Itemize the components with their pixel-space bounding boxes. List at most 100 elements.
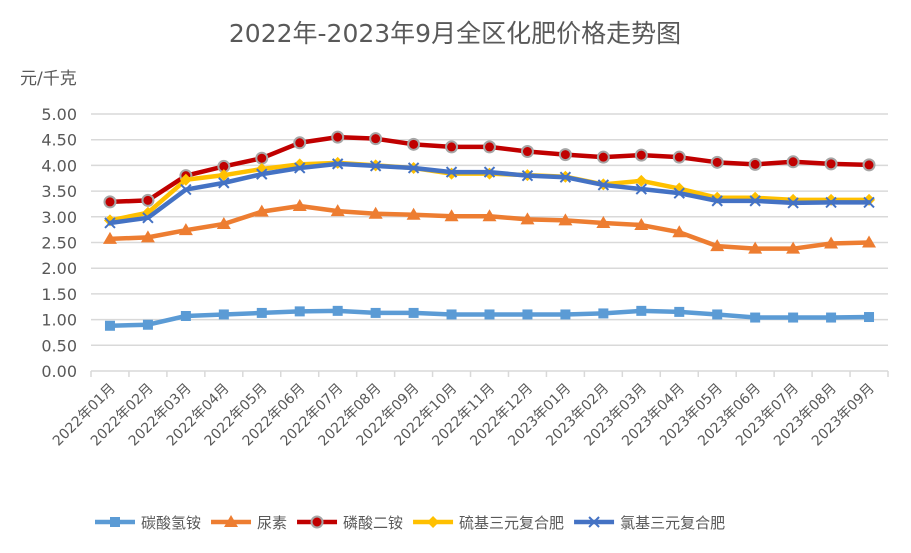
legend-item: 磷酸二铵 <box>297 514 403 532</box>
y-axis-unit-label: 元/千克 <box>20 69 77 89</box>
y-tick-label: 4.00 <box>41 156 77 175</box>
data-point <box>672 225 687 238</box>
data-point <box>712 309 723 320</box>
y-tick-label: 2.00 <box>41 259 77 278</box>
data-point <box>596 215 611 228</box>
data-point <box>483 140 496 154</box>
data-point <box>520 212 535 225</box>
legend-item: 碳酸氢铵 <box>95 514 201 532</box>
legend-label: 硫基三元复合肥 <box>459 514 564 532</box>
data-point <box>634 148 648 162</box>
data-point <box>672 150 686 164</box>
data-point <box>331 130 345 144</box>
x-axis: 2022年01月2022年02月2022年03月2022年04月2022年05月… <box>50 370 889 449</box>
data-point <box>558 213 573 226</box>
legend-marker <box>224 515 239 527</box>
data-point <box>862 235 877 248</box>
data-point <box>710 155 724 169</box>
series-5 <box>104 158 875 229</box>
y-tick-label: 0.00 <box>41 362 77 381</box>
data-point <box>522 309 533 320</box>
legend-marker <box>110 517 120 527</box>
data-point <box>825 196 837 209</box>
data-point <box>560 309 571 320</box>
y-tick-label: 1.00 <box>41 311 77 330</box>
series-lines <box>102 130 877 331</box>
data-point <box>636 305 647 316</box>
series-3 <box>103 130 876 209</box>
data-point <box>332 305 343 316</box>
data-point <box>142 319 153 330</box>
data-point <box>217 169 230 182</box>
y-tick-label: 0.50 <box>41 336 77 355</box>
data-point <box>255 151 269 165</box>
data-point <box>748 241 763 254</box>
data-point <box>141 193 155 207</box>
data-point <box>826 312 837 323</box>
y-tick-label: 5.00 <box>41 105 77 124</box>
y-tick-label: 3.50 <box>41 182 77 201</box>
data-point <box>140 230 155 243</box>
data-point <box>293 136 307 150</box>
y-tick-label: 3.00 <box>41 208 77 227</box>
series-1 <box>104 305 875 331</box>
data-point <box>256 307 267 318</box>
data-point <box>598 308 609 319</box>
data-point <box>179 173 192 186</box>
legend-label: 尿素 <box>257 514 287 532</box>
data-point <box>407 137 421 151</box>
y-tick-label: 4.50 <box>41 131 77 150</box>
data-point <box>711 195 723 207</box>
data-point <box>445 166 458 178</box>
data-point <box>484 309 495 320</box>
data-point <box>863 196 875 209</box>
y-axis-ticks: 0.00 0.50 1.00 1.50 2.00 2.50 3.00 3.50 4.00 4.50… <box>41 105 77 381</box>
data-point <box>520 145 534 159</box>
data-point <box>824 157 838 171</box>
data-point <box>331 158 344 170</box>
data-point <box>104 217 116 229</box>
legend-label: 磷酸二铵 <box>343 514 403 532</box>
legend-marker <box>310 515 324 529</box>
data-point <box>674 306 685 317</box>
data-point <box>635 174 648 187</box>
data-point <box>407 162 420 174</box>
data-point <box>406 207 421 220</box>
data-point <box>749 195 761 207</box>
data-point <box>369 132 383 146</box>
data-point <box>748 157 762 171</box>
data-point <box>864 312 875 323</box>
data-point <box>788 312 799 323</box>
data-point <box>256 168 268 180</box>
legend-marker <box>427 516 440 528</box>
data-point <box>218 177 230 189</box>
data-point <box>862 158 876 172</box>
legend-item: 氯基三元复合肥 <box>574 514 725 532</box>
data-point <box>369 160 382 172</box>
data-point <box>180 311 191 322</box>
legend-label: 氯基三元复合肥 <box>620 514 725 532</box>
chart-title: 2022年-2023年9月全区化肥价格走势图 <box>229 19 681 48</box>
data-point <box>444 209 459 222</box>
data-point <box>558 148 572 162</box>
y-tick-label: 2.50 <box>41 234 77 253</box>
data-point <box>142 212 154 224</box>
legend-item: 硫基三元复合肥 <box>413 514 564 532</box>
data-point <box>446 309 457 320</box>
data-point <box>104 320 115 331</box>
data-point <box>710 239 725 252</box>
data-point <box>102 231 117 244</box>
y-tick-label: 1.50 <box>41 285 77 304</box>
data-point <box>408 307 419 318</box>
series-2 <box>102 199 877 254</box>
legend-marker <box>588 516 600 528</box>
data-point <box>597 179 610 191</box>
data-point <box>445 140 459 154</box>
data-point <box>596 150 610 164</box>
data-point <box>294 162 306 174</box>
data-point <box>483 166 496 178</box>
data-point <box>254 204 269 217</box>
data-point <box>750 312 761 323</box>
data-point <box>824 236 839 249</box>
